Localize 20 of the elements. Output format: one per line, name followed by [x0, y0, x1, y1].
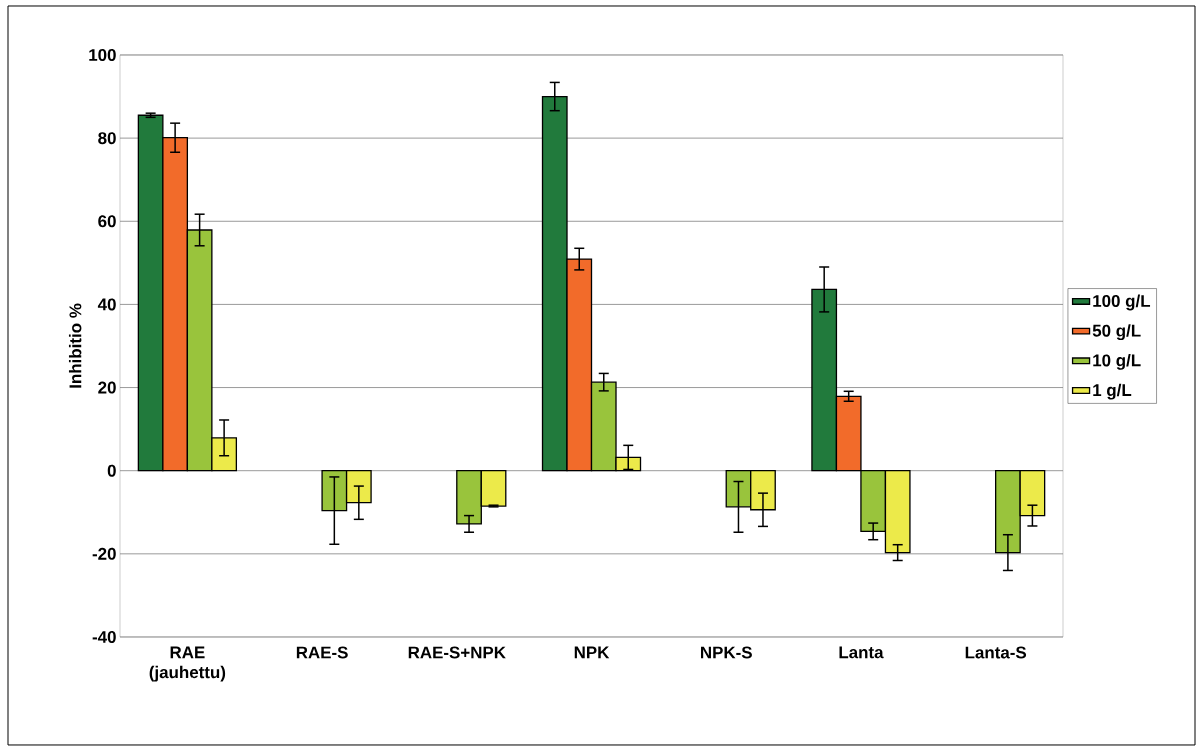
y-tick-label: 80 [98, 132, 116, 145]
y-tick-label: 40 [97, 298, 116, 311]
y-tick-label: 20 [98, 381, 116, 394]
x-tick-label: RAE (jauhettu) [149, 646, 226, 682]
y-tick-label: -20 [92, 547, 116, 560]
y-tick-label: -40 [92, 630, 116, 643]
x-tick-label: NPK [574, 646, 610, 659]
x-tick-label: RAE-S [296, 646, 348, 659]
legend-label: 1 g/L [1093, 383, 1132, 400]
legend-label: 10 g/L [1093, 353, 1141, 370]
x-tick-label: Lanta-S [965, 646, 1027, 659]
y-tick-label: 100 [89, 48, 116, 61]
x-tick-label: NPK-S [701, 646, 752, 659]
legend-label: 50 g/L [1092, 324, 1141, 341]
y-tick-label: 0 [107, 464, 116, 477]
legend-label: 100 g/L [1093, 294, 1151, 311]
x-tick-label: Lanta [839, 646, 884, 659]
y-axis-title: Inhibitio % [68, 303, 82, 388]
x-tick-label: RAE-S+NPK [408, 646, 506, 659]
y-tick-label: 60 [98, 215, 116, 228]
